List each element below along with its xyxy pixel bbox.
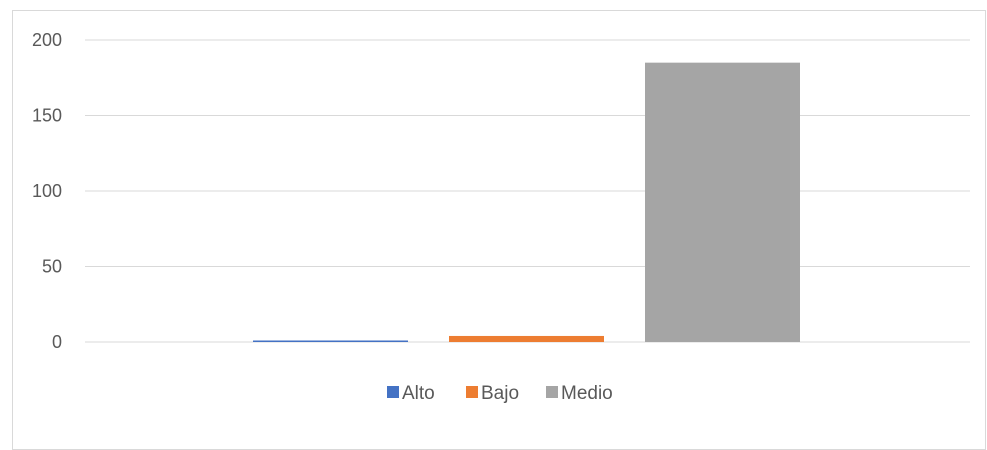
legend-swatch-alto (387, 386, 399, 398)
legend-label-bajo: Bajo (481, 383, 519, 404)
bars (253, 62, 800, 343)
bar-medio (645, 62, 800, 343)
bar-chart: 0 50 100 150 200 Alto Bajo Medio (32, 30, 970, 404)
chart-area (12, 10, 986, 450)
y-tick-label-100: 100 (32, 181, 62, 201)
legend-label-alto: Alto (402, 383, 435, 404)
y-tick-label-200: 200 (32, 30, 62, 50)
y-tick-label-50: 50 (42, 257, 62, 277)
legend-swatch-medio (546, 386, 558, 398)
legend-swatch-bajo (466, 386, 478, 398)
bar-bajo (449, 335, 604, 342)
bar-alto (253, 340, 408, 342)
y-tick-label-150: 150 (32, 106, 62, 126)
gridlines (85, 39, 970, 343)
y-axis-ticks: 0 50 100 150 200 (32, 30, 62, 352)
y-tick-label-0: 0 (52, 332, 62, 352)
legend: Alto Bajo Medio (387, 383, 613, 404)
legend-label-medio: Medio (561, 383, 613, 404)
